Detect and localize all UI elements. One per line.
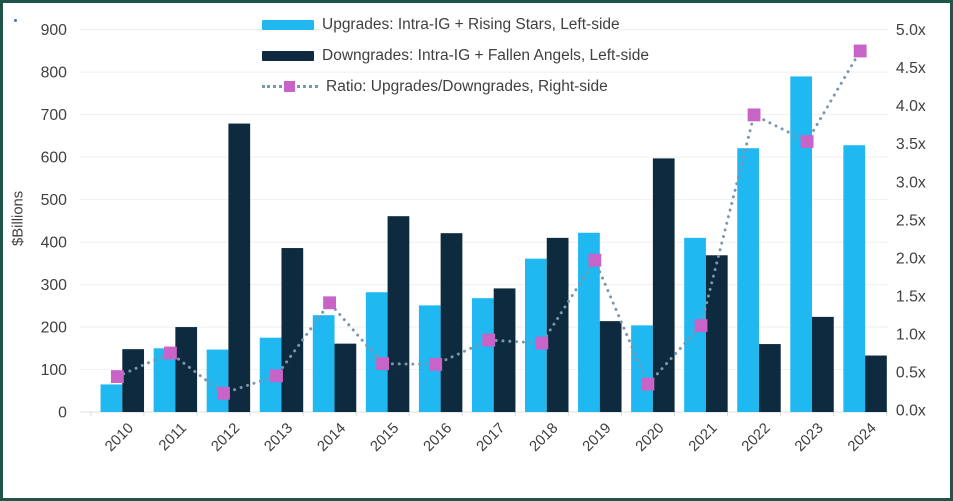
svg-text:2014: 2014 [315, 420, 350, 455]
ratio-marker [694, 319, 708, 333]
legend-item-ratio: Ratio: Upgrades/Downgrades, Right-side [262, 76, 649, 97]
x-axis-tickmarks [90, 412, 888, 416]
svg-text:100: 100 [41, 362, 68, 379]
ratio-marker [641, 377, 655, 391]
svg-text:2019: 2019 [580, 420, 615, 455]
svg-text:400: 400 [41, 235, 68, 252]
bar [440, 233, 463, 413]
svg-text:2012: 2012 [208, 420, 243, 455]
bar [790, 76, 813, 413]
ratio-marker [800, 135, 814, 148]
svg-text:300: 300 [41, 277, 68, 294]
legend-label-ratio: Ratio: Upgrades/Downgrades, Right-side [326, 77, 608, 95]
ratio-marker [217, 386, 230, 400]
legend-item-upgrades: Upgrades: Intra-IG + Rising Stars, Left-… [262, 14, 649, 35]
bar [758, 344, 781, 413]
ratio-marker-icon [284, 81, 295, 92]
svg-text:2023: 2023 [792, 420, 827, 455]
svg-text:2.0x: 2.0x [896, 250, 926, 267]
x-axis-labels: 2010 2011 2012 2013 2014 2015 2016 2017 2018 2019… [102, 420, 879, 455]
svg-text:1.0x: 1.0x [896, 326, 926, 343]
bar [865, 355, 887, 413]
svg-text:1.5x: 1.5x [896, 288, 926, 305]
svg-text:2015: 2015 [368, 420, 403, 455]
svg-text:700: 700 [41, 107, 68, 124]
svg-text:2022: 2022 [739, 420, 774, 455]
svg-text:2010: 2010 [102, 420, 137, 455]
bar [312, 315, 335, 413]
svg-text:4.0x: 4.0x [896, 98, 926, 115]
ratio-markers [110, 44, 867, 400]
svg-text:0.0x: 0.0x [896, 402, 926, 419]
svg-text:2011: 2011 [156, 420, 190, 454]
left-axis-ticks: 0 100 200 300 400 500 600 700 800 900 [41, 22, 68, 421]
ratio-marker [482, 333, 496, 347]
svg-text:2018: 2018 [527, 420, 562, 455]
svg-text:600: 600 [41, 150, 68, 167]
bar [206, 349, 229, 413]
svg-text:2021: 2021 [686, 420, 721, 455]
bar [599, 321, 622, 413]
svg-text:2013: 2013 [262, 420, 297, 455]
ratio-marker [270, 369, 283, 383]
bar [525, 258, 547, 413]
bar [546, 237, 569, 413]
svg-text:0.5x: 0.5x [896, 364, 926, 381]
svg-text:900: 900 [41, 22, 68, 39]
ratio-marker [853, 44, 867, 58]
chart-legend: Upgrades: Intra-IG + Rising Stars, Left-… [262, 14, 649, 97]
legend-item-downgrades: Downgrades: Intra-IG + Fallen Angels, Le… [262, 45, 649, 66]
bar [228, 123, 251, 413]
bar [387, 216, 410, 413]
upgrades-bars [100, 76, 866, 413]
svg-text:2017: 2017 [474, 420, 509, 455]
ratio-swatch-icon [262, 80, 318, 93]
bar [652, 158, 675, 413]
bar [471, 298, 494, 413]
downgrades-bars [122, 123, 887, 413]
upgrades-swatch-icon [262, 19, 314, 30]
bar [122, 349, 145, 413]
svg-text:0: 0 [58, 404, 67, 421]
bar [153, 348, 176, 413]
downgrades-swatch-icon [262, 50, 314, 61]
svg-text:800: 800 [41, 65, 68, 82]
ratio-marker [323, 296, 337, 310]
bar [365, 292, 388, 413]
svg-text:2.5x: 2.5x [896, 212, 926, 229]
right-axis-ticks: 0.0x 0.5x 1.0x 1.5x 2.0x 2.5x 3.0x 3.5x 4.0x 4.5x… [896, 22, 926, 419]
ratio-marker [588, 253, 602, 267]
ratio-marker [110, 370, 124, 384]
ratio-marker [747, 108, 761, 122]
ratio-marker [163, 346, 177, 360]
svg-text:2020: 2020 [633, 420, 668, 455]
stray-dot [14, 19, 17, 22]
svg-text:2016: 2016 [421, 420, 456, 455]
bar [493, 288, 516, 413]
upgrades-downgrades-chart: 0 100 200 300 400 500 600 700 800 900 0.0x 0.5x 1.0x… [11, 22, 926, 455]
svg-text:200: 200 [41, 320, 68, 337]
bar [705, 255, 728, 413]
bar [812, 316, 834, 413]
bar [843, 145, 866, 413]
svg-text:3.5x: 3.5x [896, 136, 926, 153]
bar [100, 384, 123, 413]
svg-text:2024: 2024 [845, 420, 880, 455]
svg-text:500: 500 [41, 192, 68, 209]
svg-text:3.0x: 3.0x [896, 174, 926, 191]
ratio-marker [429, 357, 443, 371]
legend-label-upgrades: Upgrades: Intra-IG + Rising Stars, Left-… [322, 15, 620, 33]
bar [281, 248, 304, 413]
legend-label-downgrades: Downgrades: Intra-IG + Fallen Angels, Le… [322, 46, 649, 64]
ratio-marker [535, 336, 549, 350]
svg-text:5.0x: 5.0x [896, 22, 926, 39]
left-axis-title: $Billions [11, 191, 27, 246]
ratio-marker [376, 357, 390, 371]
bar [631, 325, 653, 413]
bar [175, 327, 198, 413]
bar [737, 148, 759, 413]
bar [334, 343, 357, 413]
svg-text:4.5x: 4.5x [896, 60, 926, 77]
